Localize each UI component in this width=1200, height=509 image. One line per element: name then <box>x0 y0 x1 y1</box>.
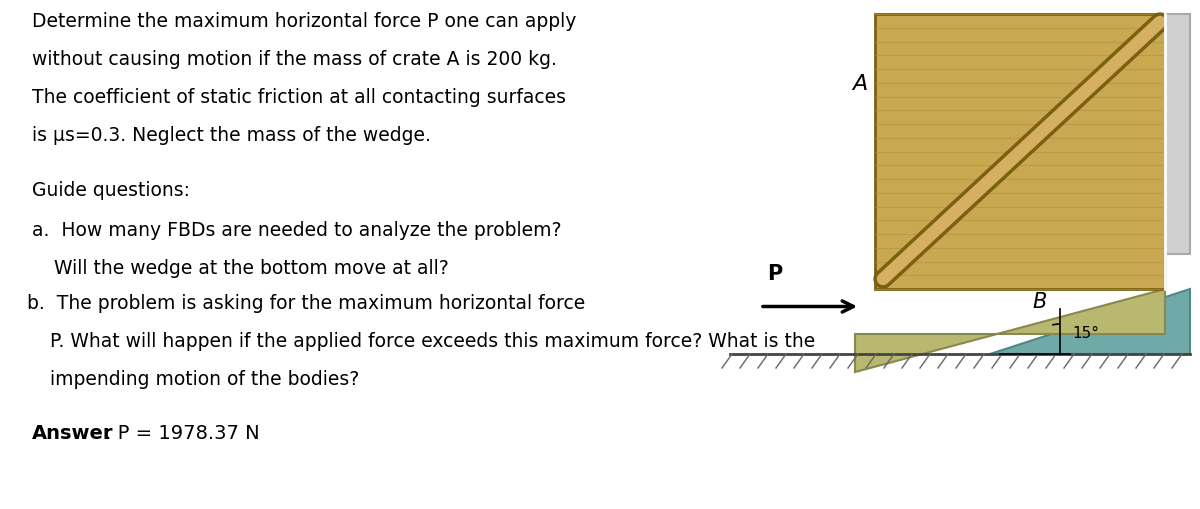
Polygon shape <box>990 289 1190 354</box>
Text: Determine the maximum horizontal force P one can apply: Determine the maximum horizontal force P… <box>32 12 576 31</box>
Text: without causing motion if the mass of crate A is 200 kg.: without causing motion if the mass of cr… <box>32 50 557 69</box>
Polygon shape <box>854 289 1165 372</box>
Text: b.  The problem is asking for the maximum horizontal force: b. The problem is asking for the maximum… <box>28 294 586 313</box>
Text: B: B <box>1033 292 1048 312</box>
Text: : P = 1978.37 N: : P = 1978.37 N <box>106 424 259 443</box>
Text: Answer: Answer <box>32 424 114 443</box>
Text: Will the wedge at the bottom move at all?: Will the wedge at the bottom move at all… <box>54 259 449 278</box>
Text: P: P <box>767 265 782 285</box>
Text: A: A <box>852 74 868 94</box>
Bar <box>1165 14 1190 254</box>
Text: 15°: 15° <box>1072 326 1099 342</box>
Text: The coefficient of static friction at all contacting surfaces: The coefficient of static friction at al… <box>32 88 566 107</box>
Text: Guide questions:: Guide questions: <box>32 181 190 200</box>
Bar <box>875 14 1165 289</box>
Text: P. What will happen if the applied force exceeds this maximum force? What is the: P. What will happen if the applied force… <box>50 332 815 351</box>
Text: a.  How many FBDs are needed to analyze the problem?: a. How many FBDs are needed to analyze t… <box>32 221 562 240</box>
Text: impending motion of the bodies?: impending motion of the bodies? <box>50 370 359 389</box>
Text: is μs=0.3. Neglect the mass of the wedge.: is μs=0.3. Neglect the mass of the wedge… <box>32 126 431 145</box>
